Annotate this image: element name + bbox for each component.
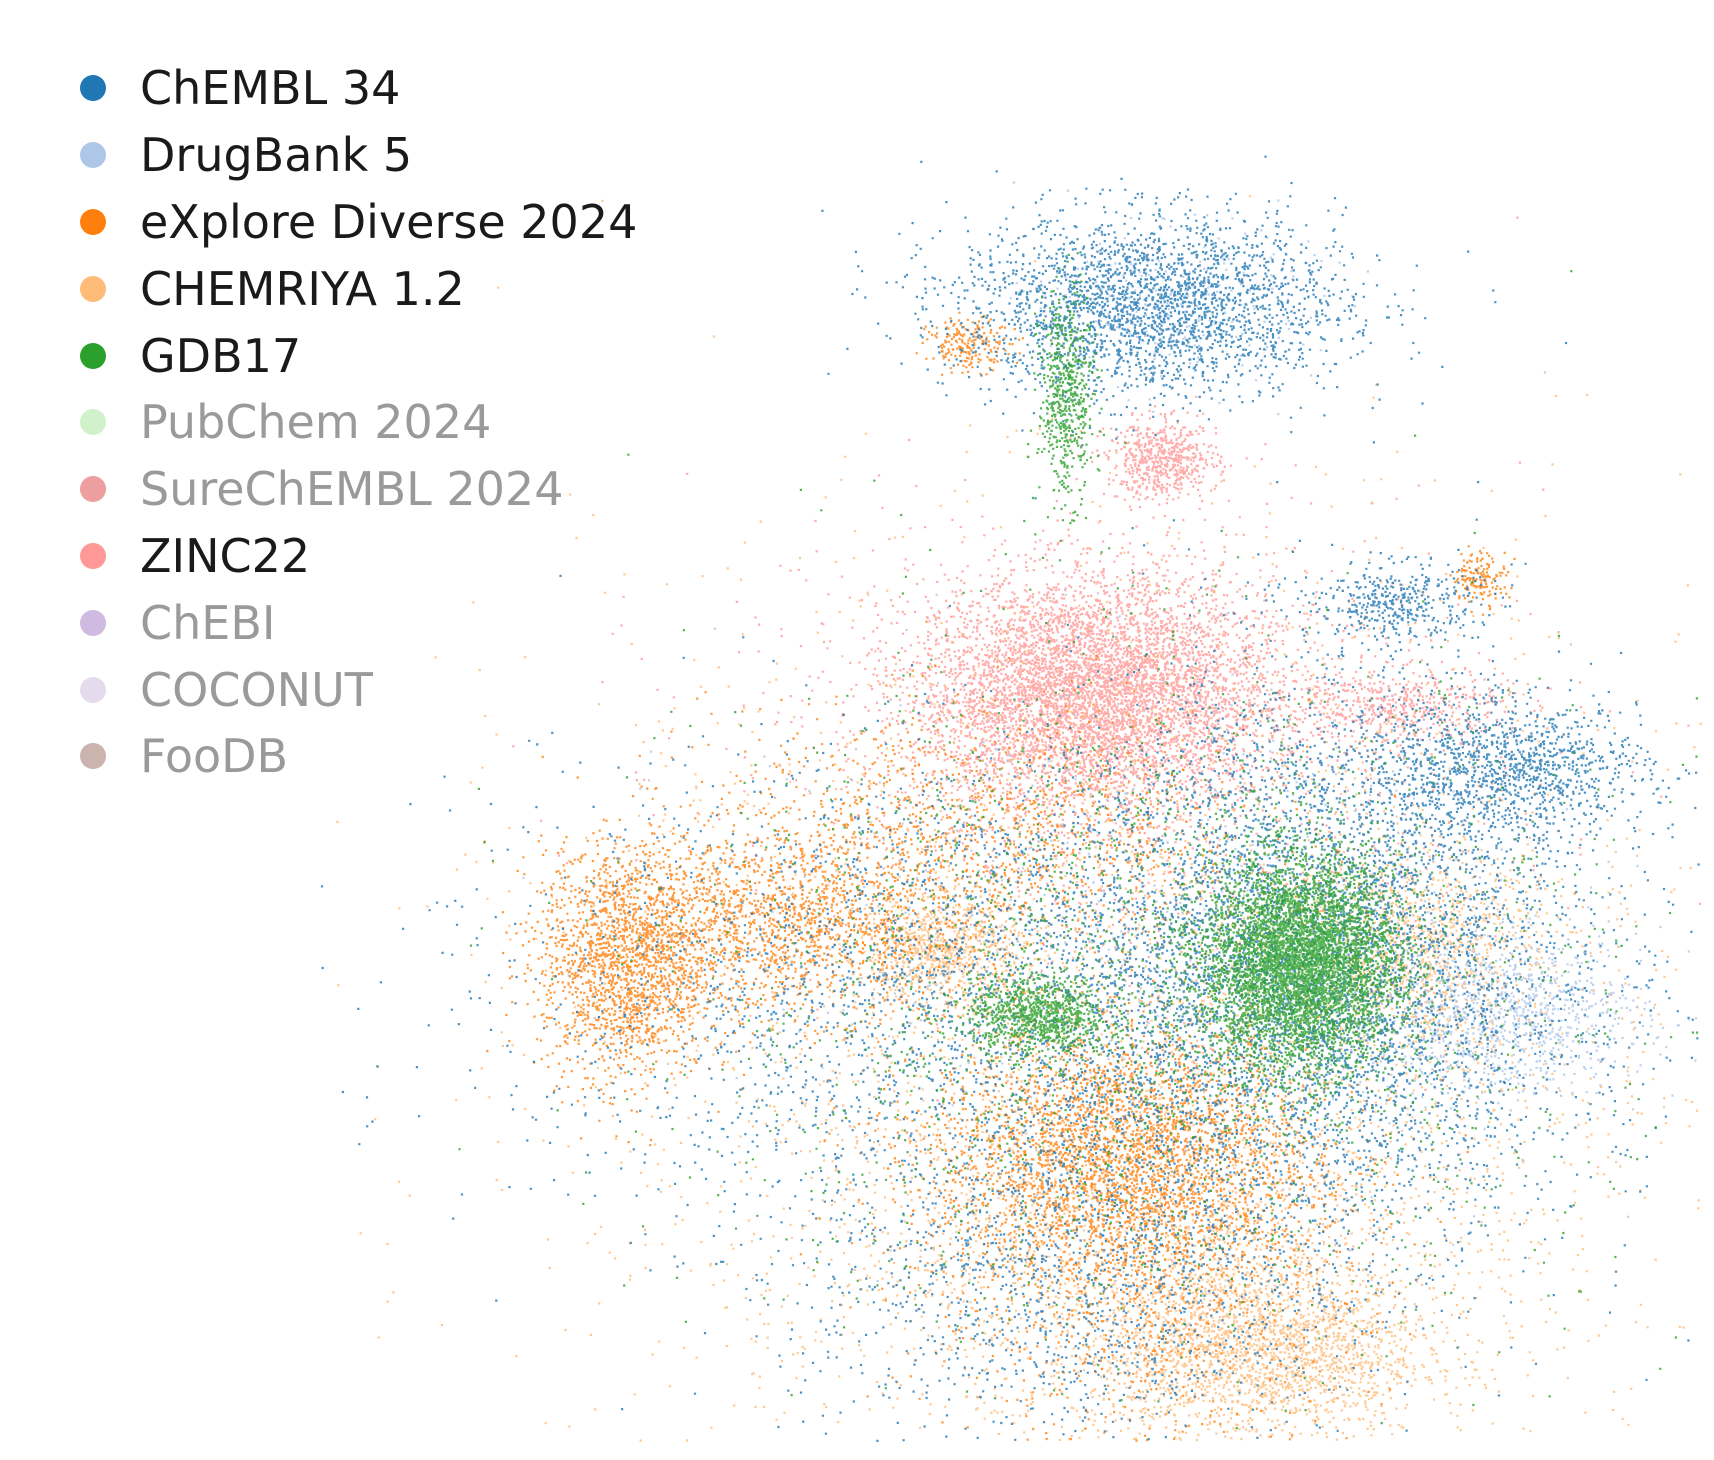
legend-dot-icon bbox=[80, 75, 106, 102]
legend-item-drugbank-5[interactable]: DrugBank 5 bbox=[70, 122, 637, 189]
scatter-points bbox=[512, 216, 1702, 1128]
legend-dot-icon bbox=[80, 342, 106, 369]
legend-dot-icon bbox=[80, 676, 106, 703]
legend-item-chemriya-1-2[interactable]: CHEMRIYA 1.2 bbox=[70, 255, 637, 322]
legend-label: PubChem 2024 bbox=[140, 395, 492, 450]
legend-dot-icon bbox=[80, 476, 106, 503]
legend-label: SureChEMBL 2024 bbox=[140, 462, 564, 517]
legend-item-pubchem-2024[interactable]: PubChem 2024 bbox=[70, 389, 637, 456]
legend-item-coconut[interactable]: COCONUT bbox=[70, 656, 637, 723]
legend-label: ZINC22 bbox=[140, 528, 311, 583]
legend-label: FooDB bbox=[140, 729, 289, 784]
legend-label: CHEMRIYA 1.2 bbox=[140, 261, 465, 316]
legend-dot-icon bbox=[80, 142, 106, 169]
legend-dot-icon bbox=[80, 208, 106, 235]
legend-item-chebi[interactable]: ChEBI bbox=[70, 589, 637, 656]
legend-item-surechembl-2024[interactable]: SureChEMBL 2024 bbox=[70, 456, 637, 523]
legend-dot-icon bbox=[80, 743, 106, 770]
legend-item-chembl-34[interactable]: ChEMBL 34 bbox=[70, 55, 637, 122]
legend-item-gdb17[interactable]: GDB17 bbox=[70, 322, 637, 389]
series-zinc22 bbox=[512, 216, 1702, 1128]
legend-label: DrugBank 5 bbox=[140, 128, 413, 183]
legend-item-explore-diverse-2024[interactable]: eXplore Diverse 2024 bbox=[70, 189, 637, 256]
legend-label: eXplore Diverse 2024 bbox=[140, 194, 638, 249]
legend-label: ChEMBL 34 bbox=[140, 61, 401, 116]
legend-item-foodb[interactable]: FooDB bbox=[70, 723, 637, 790]
legend-label: ChEBI bbox=[140, 595, 276, 650]
legend-label: GDB17 bbox=[140, 328, 302, 383]
series-gdb17 bbox=[458, 252, 1699, 1430]
legend-dot-icon bbox=[80, 409, 106, 436]
legend-dot-icon bbox=[80, 609, 106, 636]
scatter-points bbox=[458, 252, 1699, 1430]
legend-item-zinc22[interactable]: ZINC22 bbox=[70, 523, 637, 590]
legend-label: COCONUT bbox=[140, 662, 373, 717]
legend: ChEMBL 34 DrugBank 5 eXplore Diverse 202… bbox=[70, 55, 637, 790]
legend-dot-icon bbox=[80, 542, 106, 569]
legend-dot-icon bbox=[80, 275, 106, 302]
